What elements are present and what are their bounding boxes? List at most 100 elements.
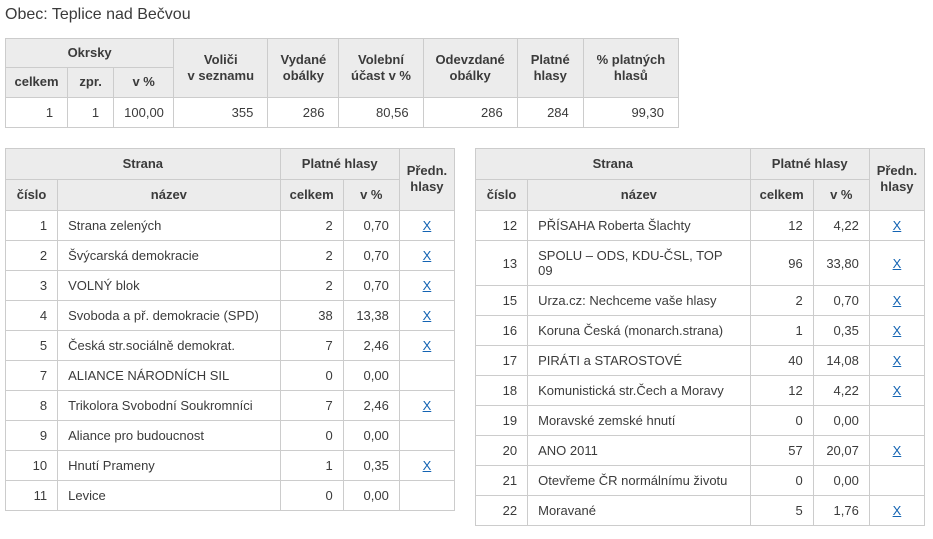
volici-value: 355 <box>173 96 269 128</box>
party-row: 12 PŘÍSAHA Roberta Šlachty 12 4,22 X <box>474 210 926 241</box>
preferential-votes-cell: X <box>398 450 456 481</box>
cislo-header: číslo <box>4 178 59 212</box>
preferential-votes-cell: X <box>868 285 926 316</box>
preferential-votes-cell <box>398 420 456 451</box>
party-name-cell: PIRÁTI a STAROSTOVÉ <box>527 345 751 376</box>
preferential-votes-cell: X <box>398 390 456 421</box>
party-number-cell: 18 <box>474 375 529 406</box>
party-name-cell: Koruna Česká (monarch.strana) <box>527 315 751 346</box>
volici-header: Voliči v seznamu <box>173 38 269 98</box>
preferential-votes-link[interactable]: X <box>892 353 902 368</box>
preferential-votes-link[interactable]: X <box>892 503 902 518</box>
vydane-obalky-value: 286 <box>267 96 340 128</box>
platne-hlasy-group-header: Platné hlasy <box>279 147 400 180</box>
party-total-votes-cell: 0 <box>749 465 814 496</box>
party-number-cell: 15 <box>474 285 529 316</box>
preferential-votes-link[interactable]: X <box>422 458 432 473</box>
celkem-header: celkem <box>279 178 344 212</box>
platne-hlasy-group-header: Platné hlasy <box>749 147 870 180</box>
party-total-votes-cell: 40 <box>749 345 814 376</box>
preferential-votes-link[interactable]: X <box>422 338 432 353</box>
party-row: 22 Moravané 5 1,76 X <box>474 495 926 526</box>
party-total-votes-cell: 1 <box>749 315 814 346</box>
party-number-cell: 4 <box>4 300 59 331</box>
okrsky-celkem-value: 1 <box>4 96 69 128</box>
preferential-votes-cell <box>398 480 456 511</box>
preferential-votes-cell: X <box>868 345 926 376</box>
party-pct-cell: 33,80 <box>812 240 870 286</box>
party-name-cell: VOLNÝ blok <box>57 270 281 301</box>
party-number-cell: 10 <box>4 450 59 481</box>
party-name-cell: ALIANCE NÁRODNÍCH SIL <box>57 360 281 391</box>
preferential-votes-link[interactable]: X <box>422 398 432 413</box>
party-total-votes-cell: 0 <box>749 405 814 436</box>
party-pct-cell: 1,76 <box>812 495 870 526</box>
party-number-cell: 21 <box>474 465 529 496</box>
preferential-votes-cell <box>868 465 926 496</box>
cislo-header: číslo <box>474 178 529 212</box>
party-name-cell: Svoboda a př. demokracie (SPD) <box>57 300 281 331</box>
party-pct-cell: 0,00 <box>342 420 400 451</box>
party-total-votes-cell: 12 <box>749 210 814 241</box>
platne-hlasy-header: Platné hlasy <box>516 38 584 98</box>
preferential-votes-cell: X <box>868 240 926 286</box>
vpct-header: v % <box>812 178 870 212</box>
preferential-votes-link[interactable]: X <box>892 323 902 338</box>
party-name-cell: Aliance pro budoucnost <box>57 420 281 451</box>
volebni-ucast-value: 80,56 <box>338 96 424 128</box>
party-total-votes-cell: 1 <box>279 450 344 481</box>
party-pct-cell: 4,22 <box>812 210 870 241</box>
party-name-cell: SPOLU – ODS, KDU-ČSL, TOP 09 <box>527 240 751 286</box>
party-row: 7 ALIANCE NÁRODNÍCH SIL 0 0,00 <box>4 360 456 391</box>
preferential-votes-cell: X <box>398 210 456 241</box>
preferential-votes-link[interactable]: X <box>892 443 902 458</box>
party-name-cell: Hnutí Prameny <box>57 450 281 481</box>
preferential-votes-cell: X <box>868 495 926 526</box>
party-pct-cell: 13,38 <box>342 300 400 331</box>
party-name-cell: Moravané <box>527 495 751 526</box>
okrsky-zpr-value: 1 <box>67 96 115 128</box>
party-number-cell: 5 <box>4 330 59 361</box>
party-name-cell: Komunistická str.Čech a Moravy <box>527 375 751 406</box>
preferential-votes-link[interactable]: X <box>422 308 432 323</box>
vpct-header: v % <box>342 178 400 212</box>
party-total-votes-cell: 2 <box>279 210 344 241</box>
pct-platnych-header: % platných hlasů <box>582 38 680 98</box>
party-number-cell: 17 <box>474 345 529 376</box>
party-pct-cell: 0,35 <box>342 450 400 481</box>
party-name-cell: Trikolora Svobodní Soukromníci <box>57 390 281 421</box>
party-row: 16 Koruna Česká (monarch.strana) 1 0,35 X <box>474 315 926 346</box>
party-pct-cell: 4,22 <box>812 375 870 406</box>
preferential-votes-link[interactable]: X <box>422 248 432 263</box>
party-name-cell: ANO 2011 <box>527 435 751 466</box>
okrsky-vpct-header: v % <box>113 67 175 98</box>
party-row: 5 Česká str.sociálně demokrat. 7 2,46 X <box>4 330 456 361</box>
party-row: 8 Trikolora Svobodní Soukromníci 7 2,46 X <box>4 390 456 421</box>
party-tables-container: Strana Platné hlasy Předn. hlasy číslo n… <box>4 147 933 526</box>
party-pct-cell: 0,70 <box>342 210 400 241</box>
preferential-votes-link[interactable]: X <box>892 383 902 398</box>
preferential-votes-link[interactable]: X <box>422 278 432 293</box>
predn-hlasy-header: Předn. hlasy <box>868 147 926 211</box>
party-number-cell: 2 <box>4 240 59 271</box>
preferential-votes-link[interactable]: X <box>892 293 902 308</box>
preferential-votes-cell: X <box>868 210 926 241</box>
preferential-votes-cell <box>868 405 926 436</box>
party-number-cell: 7 <box>4 360 59 391</box>
party-name-cell: Otevřeme ČR normálnímu životu <box>527 465 751 496</box>
party-table-right: Strana Platné hlasy Předn. hlasy číslo n… <box>474 147 926 526</box>
party-row: 11 Levice 0 0,00 <box>4 480 456 511</box>
preferential-votes-link[interactable]: X <box>892 218 902 233</box>
preferential-votes-cell: X <box>868 315 926 346</box>
party-row: 20 ANO 2011 57 20,07 X <box>474 435 926 466</box>
party-total-votes-cell: 0 <box>279 360 344 391</box>
party-pct-cell: 0,00 <box>812 465 870 496</box>
party-name-cell: Švýcarská demokracie <box>57 240 281 271</box>
party-number-cell: 8 <box>4 390 59 421</box>
party-total-votes-cell: 38 <box>279 300 344 331</box>
preferential-votes-link[interactable]: X <box>892 255 902 271</box>
party-total-votes-cell: 57 <box>749 435 814 466</box>
preferential-votes-link[interactable]: X <box>422 218 432 233</box>
okrsky-zpr-header: zpr. <box>67 67 115 98</box>
party-number-cell: 1 <box>4 210 59 241</box>
